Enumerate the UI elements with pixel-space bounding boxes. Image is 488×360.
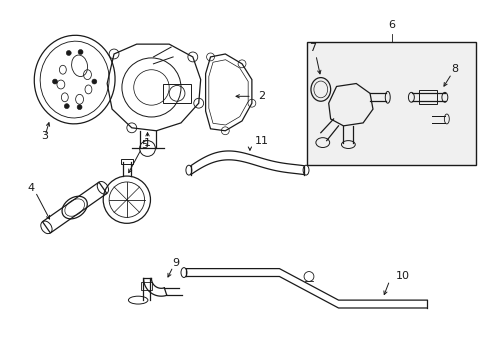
Circle shape — [64, 104, 69, 109]
Text: 3: 3 — [41, 131, 48, 141]
Circle shape — [77, 105, 82, 109]
Text: 5: 5 — [141, 140, 148, 149]
Text: 4: 4 — [28, 183, 35, 193]
Circle shape — [92, 79, 97, 84]
Circle shape — [78, 50, 83, 54]
Text: 11: 11 — [254, 136, 268, 145]
Text: 6: 6 — [387, 21, 394, 30]
Text: 8: 8 — [450, 64, 457, 74]
Text: 9: 9 — [172, 258, 179, 268]
Text: 1: 1 — [144, 138, 151, 148]
Bar — [141, 282, 152, 290]
Text: 7: 7 — [309, 43, 316, 53]
Bar — [121, 159, 132, 164]
Circle shape — [52, 79, 57, 84]
Text: 2: 2 — [258, 91, 265, 101]
Bar — [418, 90, 436, 104]
Text: 10: 10 — [395, 271, 409, 282]
Bar — [306, 42, 475, 165]
Circle shape — [66, 50, 71, 55]
Bar — [163, 84, 190, 103]
